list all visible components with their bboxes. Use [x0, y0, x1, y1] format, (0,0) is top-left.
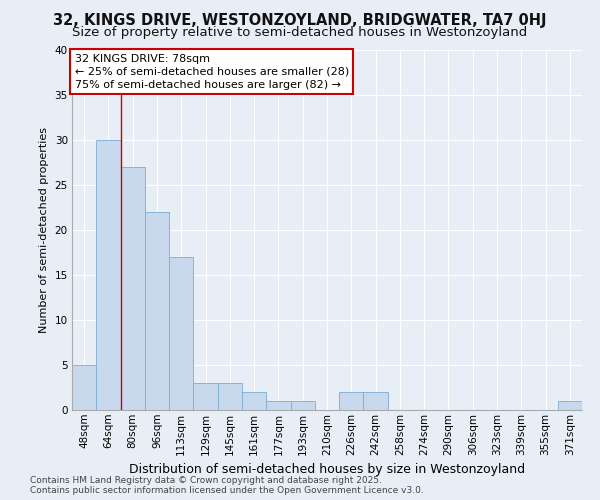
- Text: Size of property relative to semi-detached houses in Westonzoyland: Size of property relative to semi-detach…: [73, 26, 527, 39]
- Bar: [339, 392, 364, 410]
- Bar: [218, 383, 242, 410]
- Bar: [96, 140, 121, 410]
- Text: Contains HM Land Registry data © Crown copyright and database right 2025.
Contai: Contains HM Land Registry data © Crown c…: [30, 476, 424, 495]
- Bar: [193, 383, 218, 410]
- Text: 32, KINGS DRIVE, WESTONZOYLAND, BRIDGWATER, TA7 0HJ: 32, KINGS DRIVE, WESTONZOYLAND, BRIDGWAT…: [53, 12, 547, 28]
- Bar: [169, 257, 193, 410]
- Text: 32 KINGS DRIVE: 78sqm
← 25% of semi-detached houses are smaller (28)
75% of semi: 32 KINGS DRIVE: 78sqm ← 25% of semi-deta…: [74, 54, 349, 90]
- Bar: [72, 365, 96, 410]
- Bar: [121, 167, 145, 410]
- Bar: [364, 392, 388, 410]
- Bar: [266, 401, 290, 410]
- Y-axis label: Number of semi-detached properties: Number of semi-detached properties: [39, 127, 49, 333]
- Bar: [558, 401, 582, 410]
- X-axis label: Distribution of semi-detached houses by size in Westonzoyland: Distribution of semi-detached houses by …: [129, 463, 525, 476]
- Bar: [242, 392, 266, 410]
- Bar: [145, 212, 169, 410]
- Bar: [290, 401, 315, 410]
